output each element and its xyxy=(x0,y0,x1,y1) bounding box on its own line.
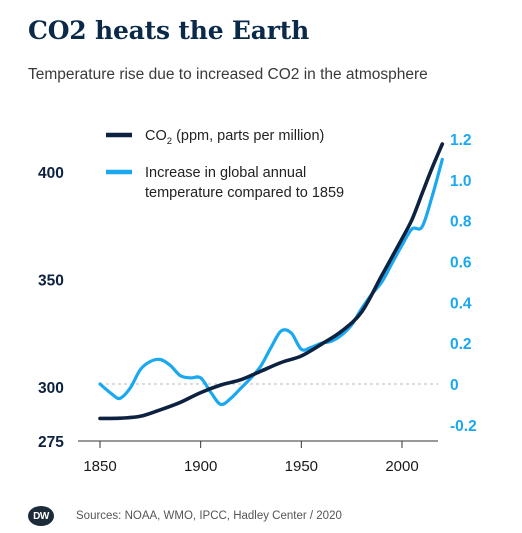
legend-label-temperature-line: temperature compared to 1859 xyxy=(145,185,344,201)
left-tick-label: 300 xyxy=(38,380,64,397)
x-tick-label: 1900 xyxy=(184,458,217,475)
left-tick-label: 400 xyxy=(38,165,64,182)
chart-subtitle: Temperature rise due to increased CO2 in… xyxy=(28,66,428,83)
right-tick-label: 1.0 xyxy=(450,173,472,190)
right-tick-label: 0.6 xyxy=(450,255,472,272)
legend-label-co2-rest: (ppm, parts per million) xyxy=(172,128,324,144)
chart-title: CO2 heats the Earth xyxy=(28,16,310,45)
right-axis-ticks: -0.2 0 0.2 0.4 0.6 0.8 1.0 1.2 xyxy=(450,132,477,435)
left-axis-ticks: 275 300 350 400 xyxy=(38,165,64,451)
legend-label-temperature-line: Increase in global annual xyxy=(145,165,306,181)
right-tick-label: 0.4 xyxy=(450,295,472,312)
right-tick-label: 0.2 xyxy=(450,336,472,353)
legend-label-co2-main: CO xyxy=(145,128,167,144)
legend-label-co2-subscript: 2 xyxy=(167,136,172,147)
co2-series-line xyxy=(98,142,445,421)
source-note: Sources: NOAA, WMO, IPCC, Hadley Center … xyxy=(76,510,342,522)
right-tick-label: 0.8 xyxy=(450,214,472,231)
legend-label-temperature: Increase in global annual temperature com… xyxy=(145,165,344,201)
x-tick-label: 1850 xyxy=(83,458,116,475)
legend-label-co2: CO2 (ppm, parts per million) xyxy=(145,128,324,147)
right-tick-label: -0.2 xyxy=(450,418,477,435)
legend: CO2 (ppm, parts per million) Increase in… xyxy=(106,128,344,201)
series-lines xyxy=(98,142,445,421)
x-tick-label: 1950 xyxy=(285,458,318,475)
dw-logo: DW xyxy=(28,506,54,526)
x-axis-ticks: 1850 1900 1950 2000 xyxy=(83,441,419,475)
right-tick-label: 1.2 xyxy=(450,132,472,149)
right-tick-label: 0 xyxy=(450,377,459,394)
left-tick-label: 350 xyxy=(38,273,64,290)
left-tick-label: 275 xyxy=(38,434,64,451)
temperature-series-line xyxy=(98,157,444,407)
x-tick-label: 2000 xyxy=(385,458,418,475)
